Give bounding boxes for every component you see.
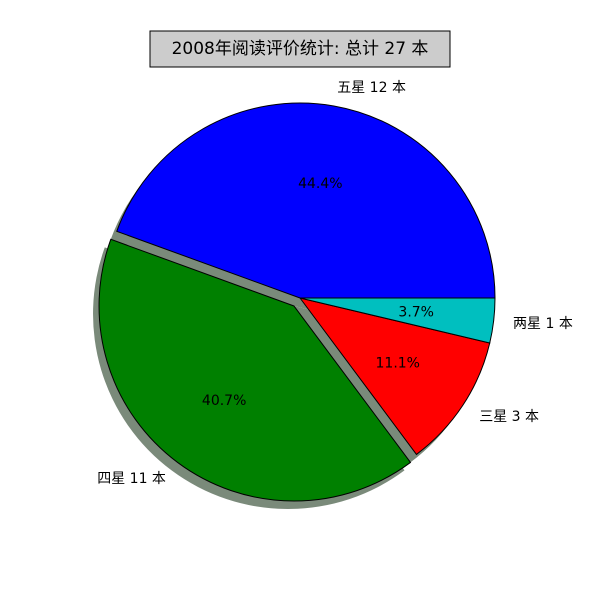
- slice-2: [98, 238, 412, 502]
- slice-2-label: 四星 11 本: [97, 471, 166, 487]
- slice-1-percent-label: 44.4%: [298, 176, 342, 192]
- chart-title-box: [149, 30, 451, 68]
- slice-layer: [98, 102, 496, 502]
- slice-3: [298, 297, 491, 456]
- chart-title: 2008年阅读评价统计: 总计 27 本: [172, 39, 429, 59]
- slice-3-percent-label: 11.1%: [376, 355, 420, 371]
- label-layer: 五星 12 本 44.4% 四星 11 本 40.7% 三星 3 本 11.1% 两星 1 …: [97, 80, 573, 487]
- chart-title-group: 2008年阅读评价统计: 总计 27 本: [149, 30, 451, 68]
- slice-1-label: 五星 12 本: [337, 80, 406, 96]
- slice-4: [299, 297, 496, 344]
- slice-4-percent-label: 3.7%: [398, 305, 434, 321]
- slice-4-label: 两星 1 本: [513, 316, 573, 332]
- slice-3-label: 三星 3 本: [479, 409, 539, 425]
- slice-1: [116, 102, 496, 299]
- slice-2-percent-label: 40.7%: [202, 393, 246, 409]
